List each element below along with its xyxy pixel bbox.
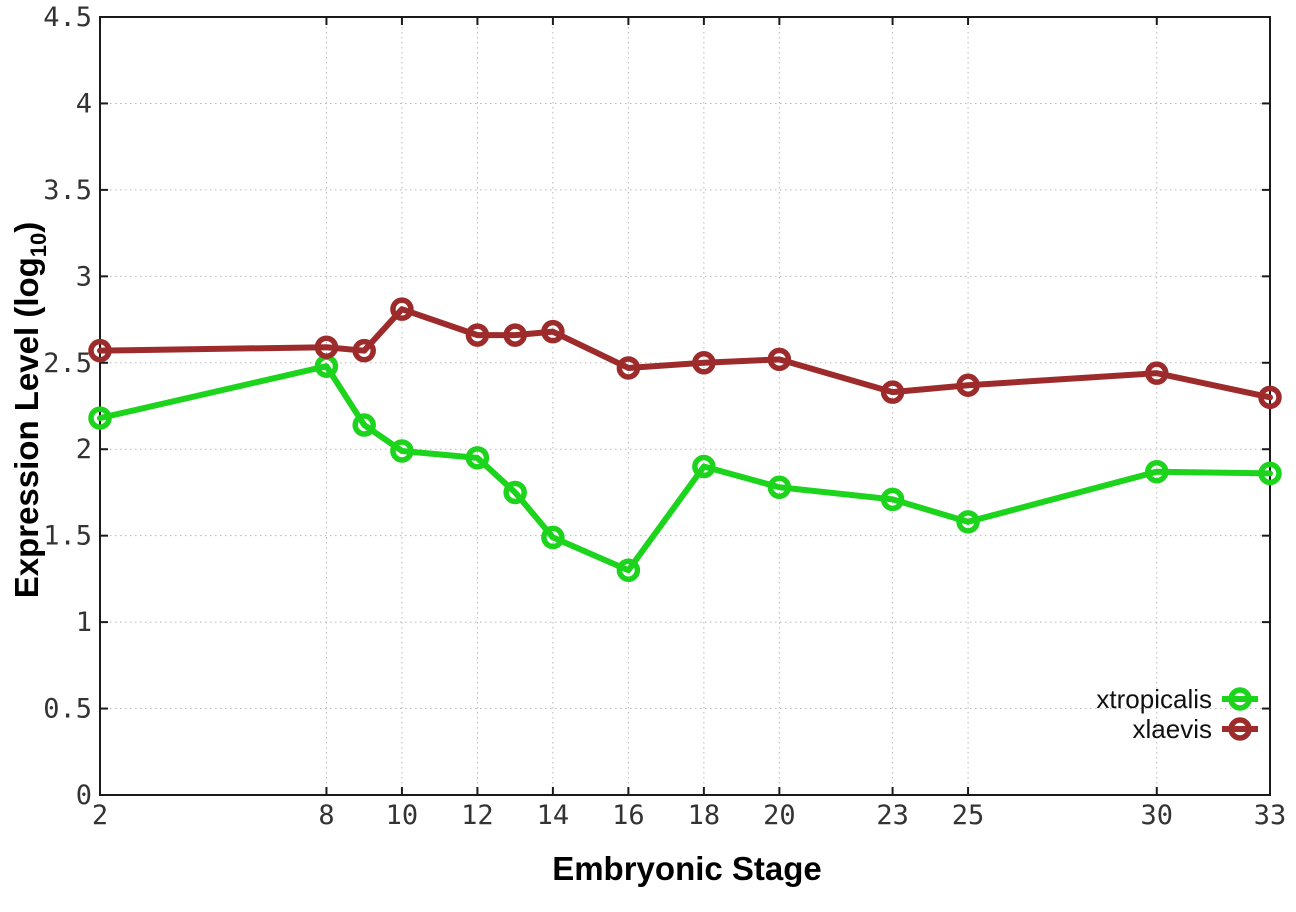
- data-point-xlaevis-8: [314, 335, 339, 359]
- data-point-xtropicalis-33: [1258, 461, 1282, 486]
- data-point-xtropicalis-10: [390, 439, 414, 463]
- data-point-xlaevis-14: [541, 319, 565, 344]
- x-axis-label: Embryonic Stage: [552, 850, 822, 887]
- x-tick-label-33: 33: [1254, 800, 1287, 831]
- data-point-xtropicalis-9: [352, 413, 376, 437]
- tick-label-layer: 2 8 10 12 14 16 18 20 23 25 30 33 0 0.5 1 1.5 2 2.5 3 3.5 4 4…: [43, 2, 1286, 831]
- y-tick-label-4: 4: [76, 88, 92, 119]
- data-point-xlaevis-2: [88, 338, 112, 363]
- y-tick-label-1: 1: [76, 607, 92, 638]
- data-point-xtropicalis-23: [880, 487, 905, 512]
- x-tick-label-2: 2: [92, 800, 108, 831]
- data-point-xlaevis-20: [767, 347, 792, 372]
- x-tick-label-20: 20: [763, 800, 796, 831]
- data-point-xtropicalis-20: [767, 475, 792, 500]
- x-tick-label-16: 16: [612, 800, 645, 831]
- data-point-xtropicalis-14: [541, 525, 565, 550]
- legend-marker-xtropicalis: [1228, 687, 1252, 711]
- x-tick-label-25: 25: [952, 800, 985, 831]
- data-point-xlaevis-12: [465, 323, 490, 347]
- data-point-xlaevis-18: [692, 351, 716, 375]
- x-tick-label-14: 14: [537, 800, 570, 831]
- data-point-xlaevis-16: [616, 356, 641, 380]
- data-point-xlaevis-10: [390, 297, 414, 321]
- y-tick-label-3.5: 3.5: [43, 175, 92, 206]
- data-point-xtropicalis-30: [1145, 459, 1169, 484]
- y-tick-label-0: 0: [76, 780, 92, 811]
- legend-label-xlaevis: xlaevis: [1133, 714, 1212, 744]
- legend-label-xtropicalis: xtropicalis: [1096, 684, 1212, 714]
- y-tick-label-2.5: 2.5: [43, 348, 92, 379]
- data-point-xtropicalis-2: [88, 406, 112, 430]
- data-point-xtropicalis-16: [616, 558, 641, 582]
- grid-layer: [100, 17, 1270, 795]
- plot-border: [99, 16, 1271, 796]
- data-point-xtropicalis-25: [956, 510, 980, 534]
- series-layer: [88, 297, 1282, 582]
- x-tick-label-30: 30: [1141, 800, 1174, 831]
- x-tick-label-23: 23: [876, 800, 909, 831]
- x-tick-label-18: 18: [688, 800, 721, 831]
- y-tick-label-2: 2: [76, 434, 92, 465]
- y-tick-label-3: 3: [76, 261, 92, 292]
- data-point-xtropicalis-12: [465, 446, 490, 470]
- x-tick-label-8: 8: [318, 800, 334, 831]
- data-point-xlaevis-33: [1258, 385, 1282, 410]
- y-tick-label-4.5: 4.5: [43, 2, 92, 33]
- data-point-xlaevis-25: [956, 373, 980, 398]
- y-axis-label: Expression Level (log10): [8, 222, 51, 599]
- series-line-xlaevis: [97, 306, 1273, 401]
- plot-border-layer: [99, 16, 1271, 796]
- y-tick-label-0.5: 0.5: [43, 694, 92, 725]
- x-tick-label-12: 12: [461, 800, 494, 831]
- data-point-xlaevis-23: [880, 380, 905, 404]
- data-point-xtropicalis-18: [692, 454, 716, 479]
- legend-marker-xlaevis: [1228, 717, 1252, 741]
- data-point-xlaevis-30: [1145, 361, 1169, 385]
- data-point-xtropicalis-13: [503, 480, 527, 505]
- series-line-xtropicalis: [97, 363, 1273, 574]
- data-point-xlaevis-9: [352, 338, 376, 363]
- y-tick-label-1.5: 1.5: [43, 521, 92, 552]
- data-point-xlaevis-13: [503, 323, 527, 347]
- x-tick-label-10: 10: [386, 800, 419, 831]
